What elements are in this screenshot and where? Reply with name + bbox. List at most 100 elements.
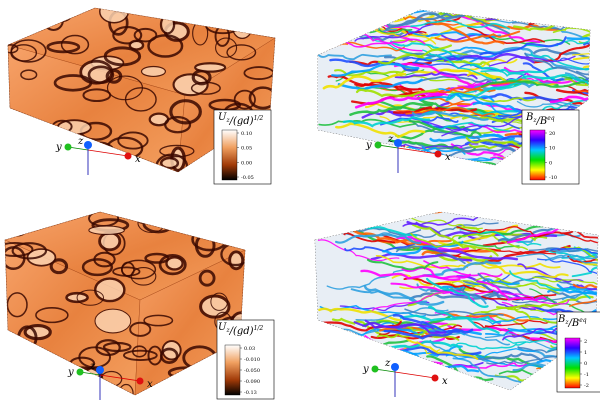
field-line — [321, 10, 392, 20]
cell — [9, 224, 27, 237]
colorbar-tick-label: -1 — [584, 372, 589, 378]
field-line — [326, 269, 409, 290]
field-line — [478, 244, 571, 265]
colorbar-tick-label: 2 — [584, 339, 587, 345]
field-line — [569, 298, 598, 315]
colorbar-label: Uz/(gd)1/2 — [218, 112, 263, 127]
field-line — [456, 226, 542, 237]
field-line — [340, 38, 426, 48]
field-line — [528, 17, 590, 26]
field-line — [406, 220, 478, 238]
cell — [46, 40, 81, 54]
label-part: U — [218, 322, 227, 333]
field-line — [350, 374, 427, 390]
field-line — [445, 348, 536, 360]
field-line — [566, 36, 590, 51]
cell — [88, 225, 125, 235]
colorbar-tick-label: 1 — [584, 350, 587, 356]
axis-head — [96, 366, 104, 374]
field-line — [337, 78, 423, 91]
cell — [82, 88, 112, 103]
cell — [98, 231, 122, 252]
label-part: 1/2 — [254, 115, 264, 122]
field-line — [564, 233, 598, 246]
field-line — [375, 377, 475, 390]
cell — [228, 250, 245, 271]
label-part: z — [532, 117, 537, 124]
field-line — [447, 91, 537, 103]
field-line — [426, 19, 505, 45]
cell — [165, 256, 184, 271]
field-line — [583, 215, 598, 235]
field-line — [405, 106, 496, 117]
field-line — [579, 260, 598, 276]
field-line — [516, 100, 590, 108]
colorbar-tick-label: -0.090 — [244, 379, 260, 385]
label-part: /(gd) — [229, 116, 254, 127]
field-line — [376, 323, 457, 339]
field-line — [334, 355, 423, 368]
colorbar-tick-label: -0.010 — [244, 357, 260, 363]
cell — [133, 27, 158, 43]
field-line — [406, 245, 493, 262]
field-line — [423, 260, 503, 278]
field-line — [434, 30, 521, 43]
field-line — [354, 90, 445, 109]
cell — [159, 14, 176, 35]
field-line — [406, 118, 494, 144]
field-line — [429, 133, 515, 143]
field-line — [394, 125, 477, 140]
field-line — [507, 295, 594, 310]
box-back — [315, 212, 598, 390]
field-line — [384, 212, 465, 215]
cell — [6, 292, 28, 318]
cell — [233, 89, 256, 110]
field-line — [480, 80, 586, 88]
colorbar — [221, 129, 238, 181]
cell — [20, 69, 38, 81]
field-line — [317, 239, 400, 262]
axis-head — [136, 377, 144, 385]
field-line — [411, 223, 499, 257]
field-line — [407, 384, 495, 390]
cell — [81, 258, 114, 277]
field-line — [339, 301, 430, 312]
field-line — [329, 58, 419, 72]
cell — [5, 355, 30, 367]
cell — [122, 349, 158, 361]
cell — [60, 34, 90, 55]
cell — [128, 39, 145, 51]
axis-label: z — [77, 136, 84, 147]
field-line — [369, 377, 443, 388]
field-line — [533, 33, 590, 64]
field-line — [535, 26, 590, 47]
field-line — [373, 12, 466, 28]
field-line — [411, 110, 489, 121]
field-line — [477, 35, 571, 45]
field-line — [419, 92, 495, 102]
colorbar-tick-label: -0.050 — [244, 368, 260, 374]
field-line — [586, 73, 590, 83]
field-line — [496, 306, 572, 324]
cell — [49, 258, 69, 275]
label-part: eq — [579, 317, 587, 324]
cell — [98, 145, 117, 165]
field-line — [422, 49, 499, 84]
field-line — [452, 357, 532, 387]
colorbar — [224, 344, 241, 396]
field-line — [434, 311, 502, 326]
axis-head — [434, 150, 442, 158]
field-line — [566, 10, 590, 27]
colorbar-tick-label: -0.13 — [244, 390, 257, 396]
field-line — [407, 222, 499, 238]
field-line — [376, 319, 460, 341]
cell — [56, 119, 92, 136]
field-line — [390, 386, 483, 390]
field-line — [371, 290, 459, 311]
field-line — [398, 10, 472, 13]
cell — [130, 267, 157, 286]
cell — [134, 212, 152, 224]
cell — [53, 74, 93, 92]
